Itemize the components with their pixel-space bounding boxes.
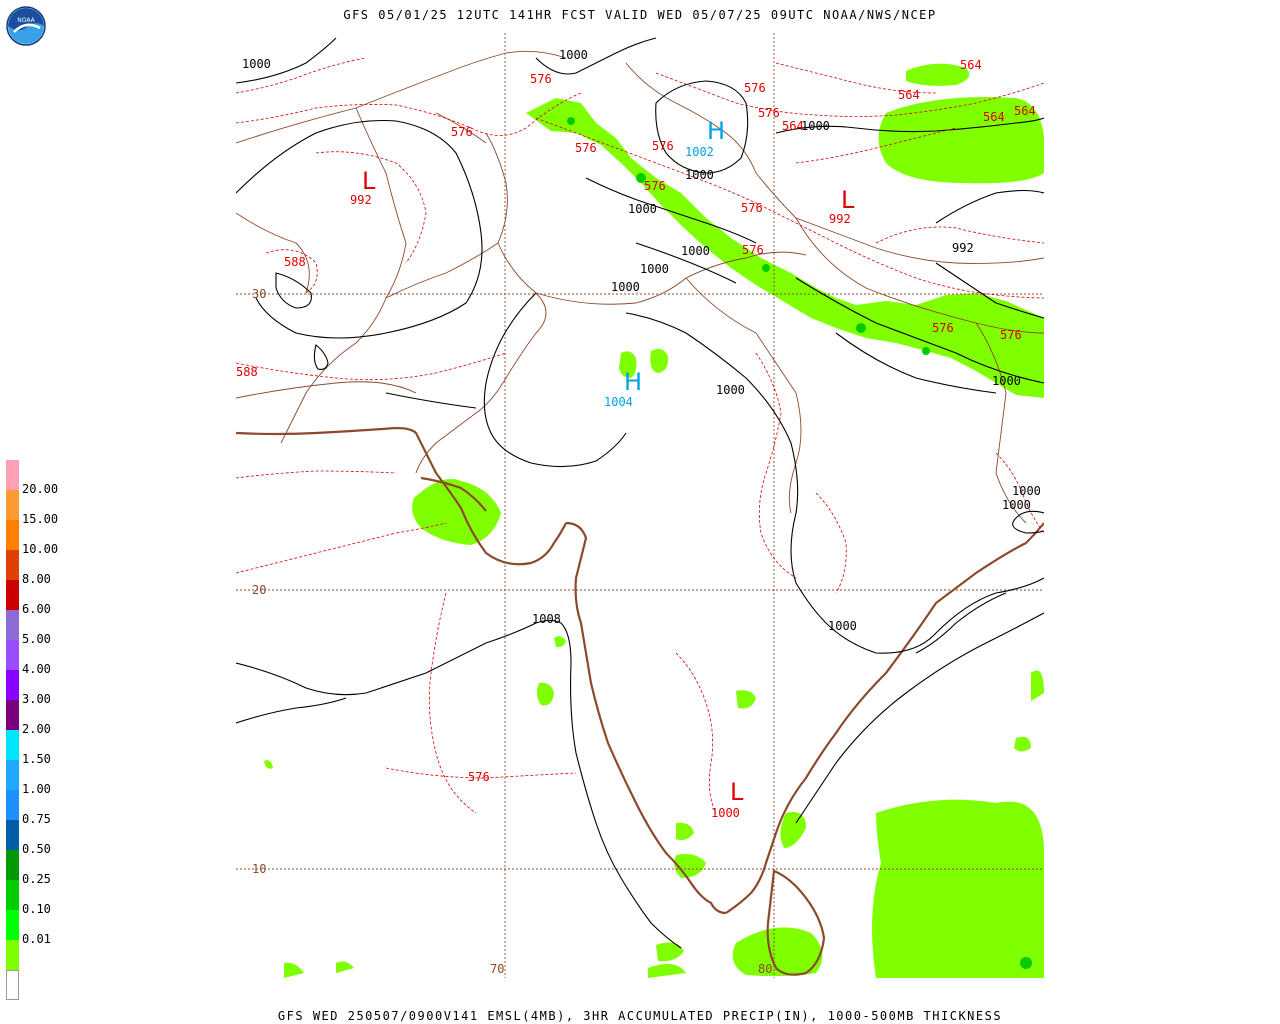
legend-swatch — [6, 550, 19, 580]
legend-label: 10.00 — [22, 542, 59, 556]
coastline — [236, 426, 1044, 976]
legend-label: 0.50 — [22, 842, 51, 856]
lat-label-10: 10 — [252, 862, 266, 876]
legend-label: 0.25 — [22, 872, 51, 886]
noaa-logo-text: NOAA — [17, 17, 35, 24]
legend-swatch — [6, 760, 19, 790]
thickness-label: 576 — [758, 106, 780, 120]
thickness-label: 576 — [744, 81, 766, 95]
legend-swatch — [6, 640, 19, 670]
legend-swatch — [6, 940, 19, 970]
legend-label: 20.00 — [22, 482, 59, 496]
legend-swatch — [6, 580, 19, 610]
isobar-label: 1000 — [1002, 498, 1031, 512]
thickness-label: 576 — [1000, 328, 1022, 342]
legend-label: 0.01 — [22, 932, 51, 946]
isobar-label: 1000 — [992, 374, 1021, 388]
isobar-label: 1000 — [628, 202, 657, 216]
legend-swatch — [6, 490, 19, 520]
isobar-label: 1002 — [685, 145, 714, 159]
latlon-grid — [236, 33, 1044, 978]
thickness-label: 576 — [652, 139, 674, 153]
legend-label: 2.00 — [22, 722, 51, 736]
precip-areas — [264, 63, 1044, 978]
legend-swatch — [6, 730, 19, 760]
high-marker: H — [624, 368, 642, 396]
grid-labels: 30 20 10 70 80 — [252, 287, 772, 976]
lat-label-30: 30 — [252, 287, 266, 301]
isobar-label: 1004 — [604, 395, 633, 409]
legend-label: 3.00 — [22, 692, 51, 706]
thickness-label: 576 — [575, 141, 597, 155]
low-value: 992 — [350, 193, 372, 207]
legend-label: 0.10 — [22, 902, 51, 916]
low-marker: L — [841, 186, 855, 214]
country-borders — [236, 50, 1044, 524]
legend-swatch — [6, 610, 19, 640]
map-title: GFS 05/01/25 12UTC 141HR FCST VALID WED … — [343, 8, 937, 22]
isobar-label: 1000 — [711, 806, 740, 820]
isobar-label: 1000 — [716, 383, 745, 397]
legend-swatch — [6, 910, 19, 940]
thickness-label: 588 — [236, 365, 258, 379]
map-footer: GFS WED 250507/0900V141 EMSL(4MB), 3HR A… — [277, 1009, 1003, 1023]
thickness-labels: 576 576 576 576 576 576 576 576 576 564 … — [236, 58, 1036, 784]
high-marker: H — [707, 117, 725, 145]
isobar-label: 1000 — [242, 57, 271, 71]
thickness-contours — [236, 57, 1044, 814]
legend-swatch — [6, 520, 19, 550]
legend-swatch — [6, 670, 19, 700]
weather-map: 30 20 10 70 80 — [236, 33, 1044, 978]
thickness-label: 576 — [932, 321, 954, 335]
legend-swatch — [6, 970, 19, 1000]
low-value: 992 — [829, 212, 851, 226]
thickness-label: 588 — [284, 255, 306, 269]
thickness-label: 576 — [468, 770, 490, 784]
thickness-label: 576 — [530, 72, 552, 86]
legend-swatch — [6, 820, 19, 850]
legend-label: 1.00 — [22, 782, 51, 796]
isobar-label: 992 — [952, 241, 974, 255]
legend-label: 6.00 — [22, 602, 51, 616]
thickness-label: 564 — [983, 110, 1005, 124]
precip-heavy-spots — [567, 117, 1032, 969]
thickness-label: 564 — [782, 119, 804, 133]
isobar-labels: 1000 1000 1002 1000 1000 1000 1000 1000 … — [242, 48, 1041, 820]
isobar-label: 1000 — [828, 619, 857, 633]
thickness-label: 576 — [451, 125, 473, 139]
isobar-label: 1000 — [611, 280, 640, 294]
lat-label-20: 20 — [252, 583, 266, 597]
legend-label: 8.00 — [22, 572, 51, 586]
low-marker: L — [362, 167, 376, 195]
isobars — [236, 37, 1044, 949]
lon-label-70: 70 — [490, 962, 504, 976]
legend-swatch — [6, 880, 19, 910]
low-marker: L — [730, 778, 744, 806]
legend-label: 0.75 — [22, 812, 51, 826]
thickness-label: 576 — [741, 201, 763, 215]
isobar-label: 1000 — [559, 48, 588, 62]
isobar-label: 1000 — [1012, 484, 1041, 498]
thickness-label: 564 — [960, 58, 982, 72]
isobar-label: 1000 — [801, 119, 830, 133]
thickness-label: 564 — [1014, 104, 1036, 118]
thickness-label: 576 — [644, 179, 666, 193]
thickness-label: 576 — [742, 243, 764, 257]
isobar-label: 1000 — [685, 168, 714, 182]
legend-swatch — [6, 700, 19, 730]
isobar-label: 1000 — [640, 262, 669, 276]
legend-swatch — [6, 460, 19, 490]
noaa-logo: NOAA — [6, 6, 46, 46]
thickness-label: 564 — [898, 88, 920, 102]
legend-swatch — [6, 850, 19, 880]
isobar-label: 1008 — [532, 612, 561, 626]
lon-label-80: 80 — [758, 962, 772, 976]
isobar-label: 1000 — [681, 244, 710, 258]
legend-label: 15.00 — [22, 512, 59, 526]
legend-swatch — [6, 790, 19, 820]
legend-label: 4.00 — [22, 662, 51, 676]
legend-label: 5.00 — [22, 632, 51, 646]
legend-label: 1.50 — [22, 752, 51, 766]
pressure-centers: H H L L L — [362, 117, 855, 806]
